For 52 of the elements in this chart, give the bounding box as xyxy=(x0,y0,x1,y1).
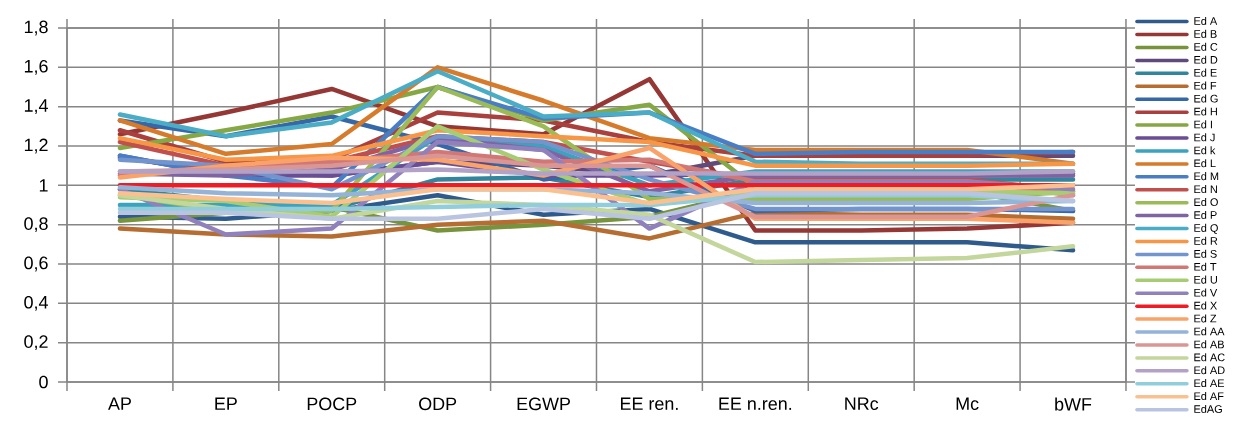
legend-label: Ed L xyxy=(1194,159,1216,168)
legend-label: Ed R xyxy=(1194,236,1218,245)
legend-label: Ed I xyxy=(1194,120,1212,129)
line-series xyxy=(117,210,1076,241)
legend-label: Ed M xyxy=(1194,172,1219,181)
legend-label: Ed C xyxy=(1194,42,1218,51)
legend-label: Ed S xyxy=(1194,249,1217,258)
x-tick-label: ODP xyxy=(419,397,457,411)
legend-label: Ed A xyxy=(1194,16,1218,25)
legend-label: Ed G xyxy=(1194,94,1218,103)
legend-label: Ed D xyxy=(1194,55,1218,64)
y-tick-label: 1,8 xyxy=(24,20,48,36)
legend-label: Ed AC xyxy=(1194,353,1225,362)
legend-label: Ed Q xyxy=(1194,223,1218,234)
legend-label: Ed J xyxy=(1194,133,1215,142)
legend-label: Ed AF xyxy=(1194,392,1224,401)
legend-label: Ed Z xyxy=(1194,314,1217,323)
x-tick-label: EE n.ren. xyxy=(719,397,792,411)
x-tick-label: Mc xyxy=(956,397,979,411)
legend-label: Ed U xyxy=(1194,275,1217,284)
y-tick-label: 1,6 xyxy=(24,59,48,75)
legend-label: Ed AE xyxy=(1194,379,1225,388)
legend-label: Ed O xyxy=(1194,197,1218,207)
legend-label: Ed X xyxy=(1194,301,1217,310)
y-tick-label: 0,6 xyxy=(24,256,48,272)
y-tick-label: 1,4 xyxy=(24,99,48,114)
legend-label: Ed AB xyxy=(1194,340,1224,349)
x-tick-label: bWF xyxy=(1055,397,1092,411)
y-tick-label: 0 xyxy=(39,375,48,389)
legend-label: Ed H xyxy=(1194,107,1217,116)
legend-label: Ed P xyxy=(1194,210,1217,219)
legend-label: Ed V xyxy=(1194,288,1218,297)
legend-label: Ed F xyxy=(1194,81,1217,90)
x-tick-label: AP xyxy=(108,397,131,410)
y-tick-label: 0,8 xyxy=(24,217,48,233)
legend-label: Ed N xyxy=(1194,185,1217,194)
legend-label: Ed AD xyxy=(1194,366,1225,375)
x-tick-label: EP xyxy=(215,397,237,410)
legend-label: Ed T xyxy=(1194,262,1217,271)
x-tick-label: NRc xyxy=(845,397,879,411)
x-tick-label: EGWP xyxy=(517,397,570,411)
y-tick-label: 0,2 xyxy=(24,335,48,351)
legend-label: EdAG xyxy=(1194,404,1222,413)
x-tick-label: EE ren. xyxy=(621,397,678,411)
x-tick-label: POCP xyxy=(307,397,357,411)
legend-label: Ed AA xyxy=(1194,327,1225,336)
y-tick-label: 1,2 xyxy=(24,138,48,154)
y-tick-label: 0,4 xyxy=(24,295,48,311)
legend-label: Ed E xyxy=(1194,68,1217,77)
legend-label: Ed k xyxy=(1194,146,1216,155)
legend-label: Ed B xyxy=(1194,29,1217,38)
y-tick-label: 1 xyxy=(39,179,48,192)
